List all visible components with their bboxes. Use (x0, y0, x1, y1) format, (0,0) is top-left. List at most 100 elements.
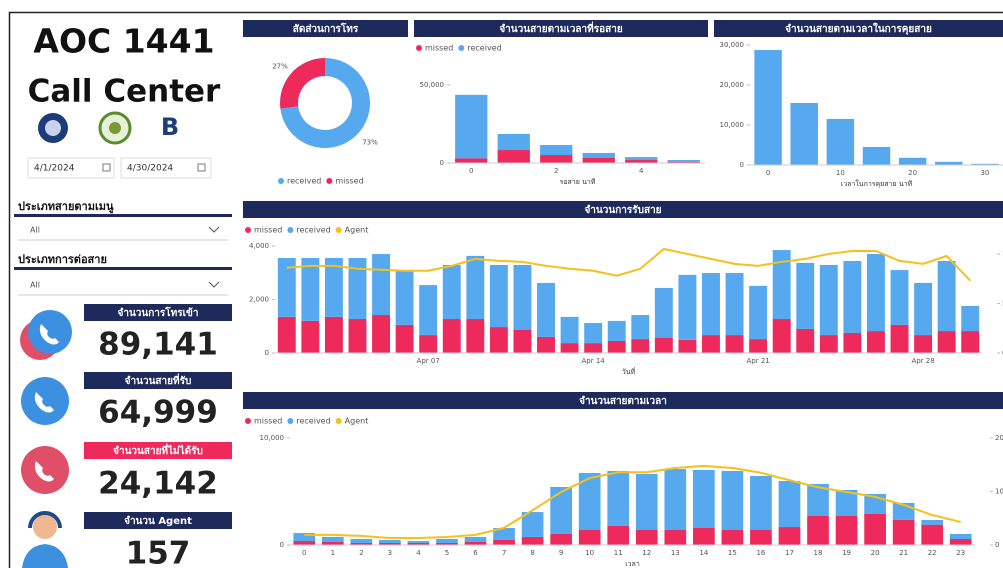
chart-title: จำนวนการรับสาย (584, 204, 661, 216)
x-tick-label: 1 (331, 549, 335, 557)
bar (293, 533, 316, 542)
bar (560, 316, 579, 344)
svg-text:B: B (161, 113, 179, 141)
y-tick-label: 30,000 (720, 41, 745, 49)
bar (466, 255, 485, 320)
x-tick-label: 22 (928, 549, 937, 557)
x-tick-label: 11 (614, 549, 623, 557)
bar (582, 152, 615, 158)
menu-dropdown[interactable]: All (18, 226, 228, 241)
agent-line (286, 247, 971, 282)
bar (772, 250, 791, 320)
bar (693, 469, 715, 528)
chart-title: จำนวนสายตามเวลา (579, 395, 667, 407)
bar (455, 158, 488, 163)
bar (324, 316, 343, 353)
chart-header (414, 20, 708, 37)
bar (772, 319, 791, 353)
bar (442, 319, 461, 353)
svg-text:89,141: 89,141 (98, 327, 218, 363)
pie-slice (279, 58, 325, 109)
x-tick-label: 12 (642, 549, 651, 557)
x-tick-label: 8 (530, 549, 534, 557)
x-tick-label: Apr 14 (582, 357, 606, 365)
legend-swatch (245, 418, 251, 424)
x-tick-label: 2 (554, 167, 558, 175)
bar (436, 539, 458, 543)
bar (949, 533, 972, 540)
bar (866, 254, 885, 332)
bar (635, 473, 658, 531)
bar (497, 133, 530, 151)
bar (442, 264, 461, 320)
bar (749, 339, 768, 353)
bar (277, 258, 296, 317)
x-tick-label: 20 (871, 549, 880, 557)
bar (436, 542, 458, 545)
bar (607, 525, 630, 545)
bar (890, 270, 909, 325)
y-tick-label: 0 (265, 349, 269, 357)
bar (489, 264, 508, 328)
bar (961, 331, 980, 353)
bar (489, 327, 508, 353)
bar (582, 157, 615, 163)
bar (819, 264, 838, 336)
bar (321, 536, 344, 543)
x-axis-label: รอสาย นาที (560, 178, 596, 186)
bar (493, 527, 515, 540)
y-tick-label: 10,000 (720, 121, 745, 129)
bar (914, 335, 933, 353)
bar (807, 516, 829, 545)
x-tick-label: 3 (388, 549, 392, 557)
bar (584, 323, 603, 344)
y-tick-label: 0 (740, 161, 744, 169)
bar (631, 339, 650, 353)
svg-text:4/1/2024: 4/1/2024 (34, 164, 75, 174)
bar (664, 469, 687, 531)
title-line2: Call Center (28, 74, 221, 110)
bar (819, 335, 838, 353)
bar (350, 539, 373, 543)
bar (778, 481, 801, 528)
filter-rule (14, 267, 232, 270)
frame (8, 11, 1003, 568)
bar (862, 147, 891, 165)
x-tick-label: 0 (469, 167, 473, 175)
bar (277, 316, 296, 353)
bar (890, 324, 909, 353)
kpi-card: จำนวนสายที่รับ 64,999 (21, 372, 232, 431)
bar (578, 472, 601, 531)
x-tick-label: 17 (785, 549, 794, 557)
y2-tick-label: 100 (995, 488, 1003, 496)
bar (864, 513, 886, 545)
bar (625, 157, 658, 161)
bar (540, 155, 573, 163)
y-tick-label: 4,000 (249, 242, 269, 250)
date-end[interactable]: 4/30/2024 (120, 157, 212, 179)
legend-label: missed (335, 177, 363, 186)
bar (379, 542, 401, 545)
svg-text:จำนวนสายที่ไม่ได้รับ: จำนวนสายที่ไม่ได้รับ (113, 443, 203, 457)
bar (540, 145, 573, 156)
y-tick-label: 0 (440, 159, 444, 167)
x-tick-label: 21 (899, 549, 908, 557)
chart-header (714, 20, 1003, 37)
date-start[interactable]: 4/1/2024 (27, 157, 115, 179)
bar (625, 160, 658, 163)
connect-dropdown[interactable]: All (18, 281, 228, 296)
x-tick-label: 6 (473, 549, 478, 557)
chart-header (243, 201, 1003, 218)
x-tick-label: Apr 07 (417, 357, 440, 365)
x-tick-label: 4 (639, 167, 644, 175)
x-tick-label: 2 (359, 549, 363, 557)
bar (796, 262, 815, 329)
y-tick-label: 0 (280, 541, 284, 549)
svg-text:4/30/2024: 4/30/2024 (127, 164, 173, 174)
svg-text:จำนวนการโทรเข้า: จำนวนการโทรเข้า (117, 306, 198, 319)
x-tick-label: Apr 28 (911, 357, 934, 365)
bar (835, 516, 858, 545)
bar (348, 319, 367, 353)
bar (407, 541, 430, 543)
bar (693, 527, 715, 545)
